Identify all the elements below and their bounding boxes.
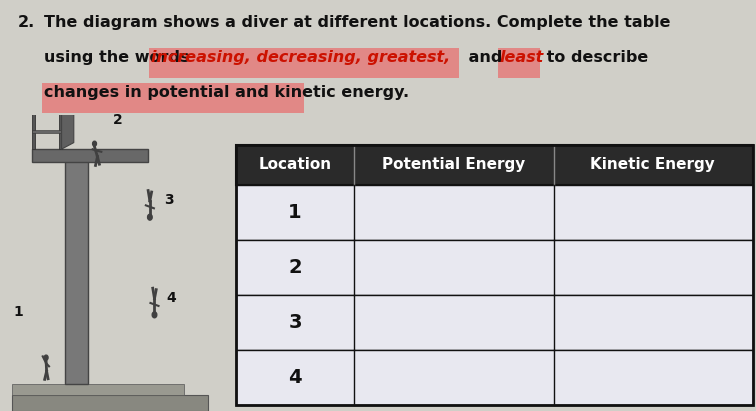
- Bar: [236, 145, 754, 185]
- Text: 4: 4: [288, 368, 302, 387]
- Text: The diagram shows a diver at different locations. Complete the table: The diagram shows a diver at different l…: [44, 15, 671, 30]
- Text: 4: 4: [166, 291, 175, 305]
- Text: 1: 1: [288, 203, 302, 222]
- Bar: [33, 149, 147, 162]
- Circle shape: [44, 355, 48, 360]
- Text: 3: 3: [164, 193, 173, 207]
- Text: 2: 2: [288, 258, 302, 277]
- Text: 3: 3: [288, 313, 302, 332]
- Bar: [11, 384, 184, 395]
- Text: and: and: [463, 50, 508, 65]
- Bar: [498, 48, 540, 78]
- Text: 2: 2: [113, 113, 122, 127]
- Bar: [149, 48, 459, 78]
- Text: Potential Energy: Potential Energy: [383, 157, 525, 172]
- Text: increasing, decreasing, greatest,: increasing, decreasing, greatest,: [151, 50, 451, 65]
- Text: least: least: [499, 50, 544, 65]
- Bar: [236, 240, 754, 295]
- Text: Location: Location: [259, 157, 332, 172]
- Circle shape: [147, 214, 152, 220]
- Text: 1: 1: [14, 305, 23, 319]
- Text: using the words: using the words: [44, 50, 195, 65]
- Bar: [11, 395, 207, 411]
- Bar: [64, 154, 88, 384]
- Bar: [59, 108, 61, 149]
- Bar: [236, 185, 754, 240]
- Bar: [33, 130, 62, 133]
- Bar: [33, 108, 35, 149]
- Text: changes in potential and kinetic energy.: changes in potential and kinetic energy.: [44, 85, 409, 100]
- Bar: [42, 83, 304, 113]
- Text: to describe: to describe: [541, 50, 648, 65]
- Bar: [236, 295, 754, 350]
- Text: Kinetic Energy: Kinetic Energy: [590, 157, 714, 172]
- Text: 2.: 2.: [18, 15, 36, 30]
- Circle shape: [92, 141, 97, 146]
- Bar: [33, 109, 62, 112]
- Polygon shape: [61, 109, 74, 149]
- Circle shape: [152, 312, 156, 318]
- Bar: [236, 350, 754, 405]
- Bar: [236, 145, 754, 405]
